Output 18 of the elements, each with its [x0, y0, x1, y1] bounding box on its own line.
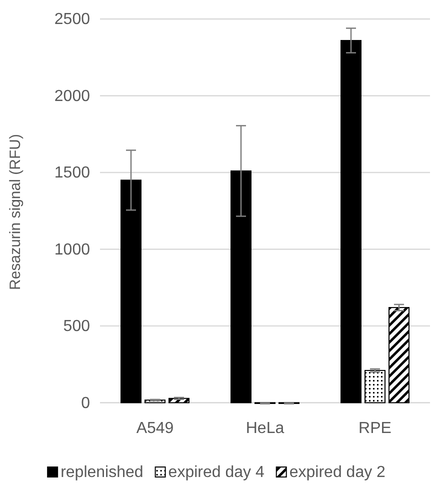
y-tick-label: 1000 [54, 241, 90, 258]
legend-label: expired day 4 [168, 464, 264, 481]
legend-label: expired day 2 [289, 464, 386, 481]
y-axis-title: Resazurin signal (RFU) [7, 134, 24, 290]
bar [364, 370, 386, 404]
y-tick-label: 500 [63, 318, 90, 336]
y-tick-label: 2500 [54, 11, 90, 28]
y-tick-label: 1500 [54, 164, 90, 182]
bar [340, 40, 362, 404]
bar [120, 180, 142, 404]
bar [388, 307, 410, 404]
y-tick-label: 0 [81, 394, 90, 412]
bar [230, 170, 252, 404]
y-tick-label: 2000 [54, 88, 90, 105]
x-tick-label: RPE [358, 420, 392, 437]
legend-label: replenished [60, 464, 144, 481]
x-tick-label: HeLa [246, 420, 284, 437]
x-tick-label: A549 [136, 420, 174, 437]
